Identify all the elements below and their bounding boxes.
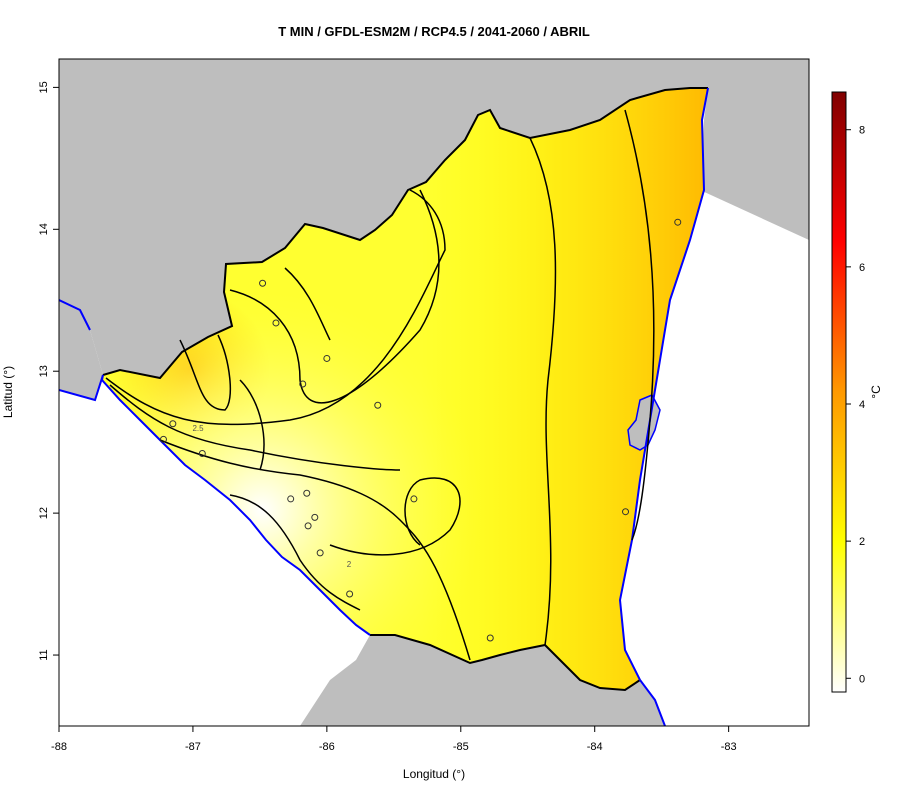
station-marker <box>316 549 324 557</box>
pacific-coast <box>59 299 371 636</box>
contour-label: 2 <box>347 560 352 569</box>
colorbar-tick-label: 6 <box>859 262 865 274</box>
station-marker <box>410 495 418 503</box>
y-tick-label: 14 <box>38 223 50 235</box>
colorbar-tick-label: 2 <box>859 536 865 548</box>
x-tick-label: -84 <box>587 741 603 753</box>
x-tick-label: -85 <box>453 741 469 753</box>
costa-rica-border <box>370 634 641 692</box>
costa-rica-land <box>300 635 665 726</box>
station-markers <box>159 218 682 642</box>
station-marker <box>303 489 311 497</box>
y-tick-label: 13 <box>38 365 50 377</box>
colorbar: 0 2 4 6 8 °C <box>831 91 883 693</box>
station-marker <box>304 522 312 530</box>
station-marker <box>198 450 206 458</box>
contour-label: 2.5 <box>192 424 204 433</box>
y-axis-label: Latitud (°) <box>1 366 15 418</box>
station-marker <box>169 420 177 428</box>
station-marker <box>346 590 354 598</box>
y-axis: 11 12 13 14 15 <box>38 81 59 661</box>
x-tick-label: -83 <box>721 741 737 753</box>
chart-title: T MIN / GFDL-ESM2M / RCP4.5 / 2041-2060 … <box>278 24 590 39</box>
station-marker <box>622 508 630 516</box>
station-marker <box>486 634 494 642</box>
pacific-coast-line <box>59 374 104 402</box>
station-marker <box>323 354 331 362</box>
colorbar-unit: °C <box>869 385 883 399</box>
station-marker <box>272 319 280 327</box>
y-tick-label: 12 <box>38 507 50 519</box>
x-axis-label: Longitud (°) <box>403 767 465 781</box>
honduras-land <box>59 59 809 378</box>
el-salvador-land <box>59 300 103 400</box>
colorbar-tick-label: 4 <box>859 399 865 411</box>
x-axis: -88 -87 -86 -85 -84 -83 <box>51 726 737 753</box>
contour-lines <box>105 109 655 661</box>
x-tick-label: -88 <box>51 741 67 753</box>
colorbar-tick-label: 0 <box>859 673 865 685</box>
y-tick-label: 11 <box>38 649 50 660</box>
colorbar-scale <box>831 91 847 693</box>
station-marker <box>311 513 319 521</box>
y-tick-label: 15 <box>38 81 50 93</box>
country-border <box>102 87 708 380</box>
caribbean-coast <box>618 87 709 726</box>
station-marker <box>674 218 682 226</box>
colorbar-tick-label: 8 <box>859 125 865 137</box>
station-marker <box>287 495 295 503</box>
station-marker <box>299 380 307 388</box>
x-tick-label: -87 <box>185 741 201 753</box>
station-marker <box>259 279 267 287</box>
station-marker <box>374 401 382 409</box>
colorbar-ticks: 0 2 4 6 8 <box>846 125 865 685</box>
station-marker <box>159 435 167 443</box>
x-tick-label: -86 <box>319 741 335 753</box>
plot-frame <box>58 58 810 727</box>
